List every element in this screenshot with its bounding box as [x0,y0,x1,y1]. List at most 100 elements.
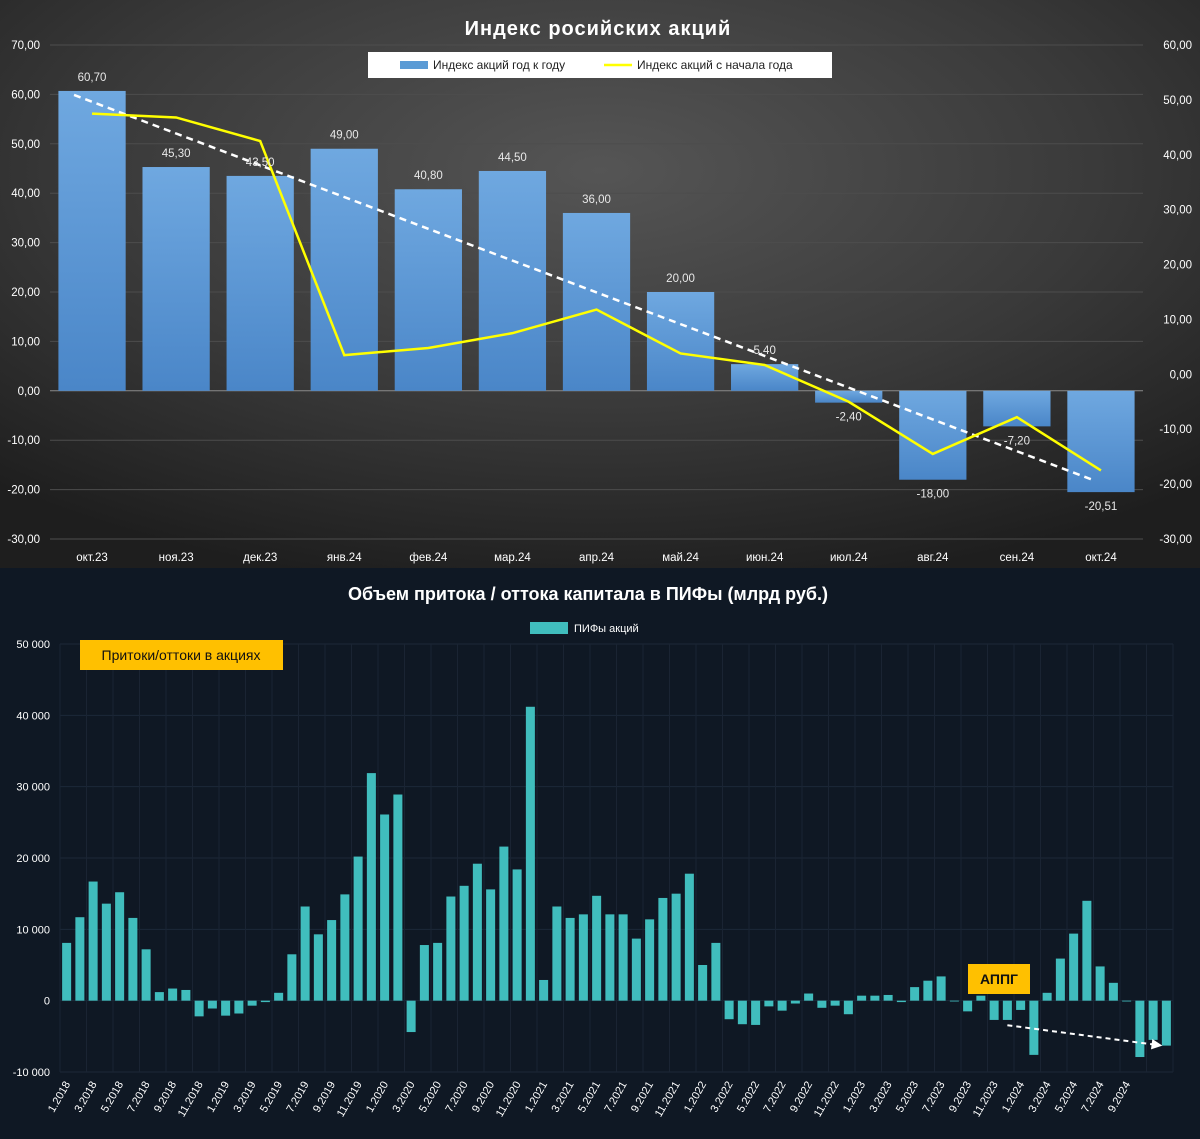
y-left-tick-label: 20,00 [11,287,40,299]
bar [478,170,547,391]
bar [1069,933,1079,1001]
bar [711,942,721,1001]
bar-data-label: 43,50 [246,157,275,169]
chart2-bars [62,706,1171,1058]
bar [101,903,111,1001]
bar [313,934,323,1001]
x-tick-label: июл.24 [830,552,868,564]
bar [1002,1000,1012,1020]
bar-data-label: 40,80 [414,170,443,182]
bar [446,896,456,1001]
bar [976,995,986,1001]
ytd-line-path [91,112,1102,472]
bar-data-label: 5,40 [753,345,775,357]
bar [1161,1000,1171,1046]
legend-swatch [530,622,568,634]
bar [181,989,191,1001]
bar [949,1000,959,1002]
bar [419,945,429,1001]
x-tick-label: дек.23 [243,552,277,564]
y-tick-label: 40 000 [16,710,50,722]
bar [658,897,668,1001]
bar [353,856,363,1001]
bar [539,979,549,1001]
bar [790,1000,800,1004]
bar-data-label: -2,40 [836,412,862,424]
y-left-tick-label: 60,00 [11,89,40,101]
x-tick-label: фев.24 [409,552,448,564]
bar [62,942,72,1001]
chart1-trendline [73,93,1096,482]
bar-data-label: 45,30 [162,148,191,160]
bar [433,942,443,1001]
bar [1055,958,1065,1001]
bar [234,1000,244,1014]
bar-data-label: -18,00 [917,489,950,501]
bar [1082,900,1092,1001]
bar [300,906,310,1001]
y-tick-label: 20 000 [16,853,50,865]
bar [899,390,967,480]
bar [194,1000,204,1017]
bar-data-label: -20,51 [1085,501,1118,513]
bar [1135,1000,1145,1058]
x-tick-label: янв.24 [327,552,362,564]
bar [394,189,462,391]
bar [340,894,350,1001]
bar [724,1000,734,1020]
bar [1122,1000,1132,1002]
annotation-appg-box [968,964,1030,994]
y-right-tick-label: 60,00 [1163,40,1192,52]
bar-data-label: -7,20 [1004,435,1030,447]
x-tick-label: окт.24 [1085,552,1117,564]
y-left-tick-label: 30,00 [11,238,40,250]
y-right-tick-label: 0,00 [1170,369,1192,381]
chart1-data-labels: 60,70 45,30 43,50 49,00 40,80 44,50 36,00 20,00… [78,72,1118,513]
arrow-line [1007,1024,1155,1046]
bar [896,1000,906,1003]
bar [684,873,694,1001]
bar [883,994,893,1001]
y-tick-label: -10 000 [13,1067,50,1079]
y-right-tick-label: 30,00 [1163,205,1192,217]
bar [870,995,880,1001]
y-right-tick-label: -30,00 [1159,534,1192,546]
bar-data-label: 44,50 [498,152,527,164]
bar [472,863,482,1001]
bar [1042,992,1052,1001]
annotation-inflows-text: Притоки/оттоки в акциях [102,647,261,663]
stock-index-chart: -30,00 -20,00 -10,00 0,00 10,00 20,00 30,00 40,… [0,0,1200,568]
bar [804,993,814,1001]
x-tick-label: окт.23 [76,552,108,564]
annotation-appg: АППГ [968,964,1030,994]
bar [910,987,920,1001]
bar [115,892,125,1001]
bar [830,1000,840,1006]
bar [88,881,98,1001]
bar [631,938,641,1001]
x-tick-label: сен.24 [1000,552,1035,564]
bar [525,706,535,1001]
y-left-tick-label: 40,00 [11,188,40,200]
y-right-tick-label: -10,00 [1159,424,1192,436]
legend-box [368,52,832,78]
bar [645,919,655,1001]
bar [815,390,883,403]
bar [459,885,469,1001]
bar [287,954,297,1001]
bar [406,1000,416,1033]
x-tick-label: апр.24 [579,552,615,564]
bar [154,992,164,1001]
bar [552,906,562,1001]
bar [260,1000,270,1003]
bar [618,914,628,1001]
bar-data-label: 20,00 [666,273,695,285]
bar [142,167,210,391]
bar [1067,390,1135,493]
bar [221,1000,231,1016]
arrow-head [1150,1039,1163,1050]
bar-data-label: 36,00 [582,194,611,206]
bar [247,1000,257,1006]
bar [327,920,337,1001]
trendline-path [73,93,1096,482]
